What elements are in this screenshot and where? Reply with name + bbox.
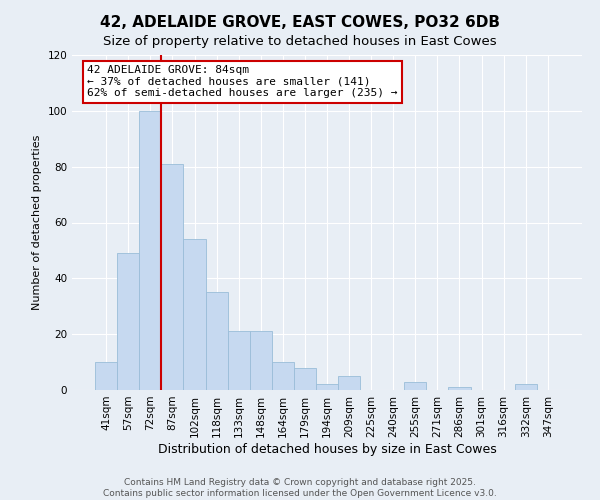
Bar [272, 362, 294, 390]
Bar [95, 362, 117, 390]
Bar [227, 332, 250, 390]
Bar [338, 376, 360, 390]
Bar [250, 332, 272, 390]
Bar [161, 164, 184, 390]
Bar [294, 368, 316, 390]
Y-axis label: Number of detached properties: Number of detached properties [32, 135, 42, 310]
Text: 42 ADELAIDE GROVE: 84sqm
← 37% of detached houses are smaller (141)
62% of semi-: 42 ADELAIDE GROVE: 84sqm ← 37% of detach… [88, 65, 398, 98]
Bar [139, 111, 161, 390]
Bar [206, 292, 227, 390]
Text: Contains HM Land Registry data © Crown copyright and database right 2025.
Contai: Contains HM Land Registry data © Crown c… [103, 478, 497, 498]
Bar [316, 384, 338, 390]
Bar [515, 384, 537, 390]
Text: 42, ADELAIDE GROVE, EAST COWES, PO32 6DB: 42, ADELAIDE GROVE, EAST COWES, PO32 6DB [100, 15, 500, 30]
Text: Size of property relative to detached houses in East Cowes: Size of property relative to detached ho… [103, 35, 497, 48]
X-axis label: Distribution of detached houses by size in East Cowes: Distribution of detached houses by size … [158, 442, 496, 456]
Bar [184, 240, 206, 390]
Bar [448, 387, 470, 390]
Bar [117, 253, 139, 390]
Bar [404, 382, 427, 390]
